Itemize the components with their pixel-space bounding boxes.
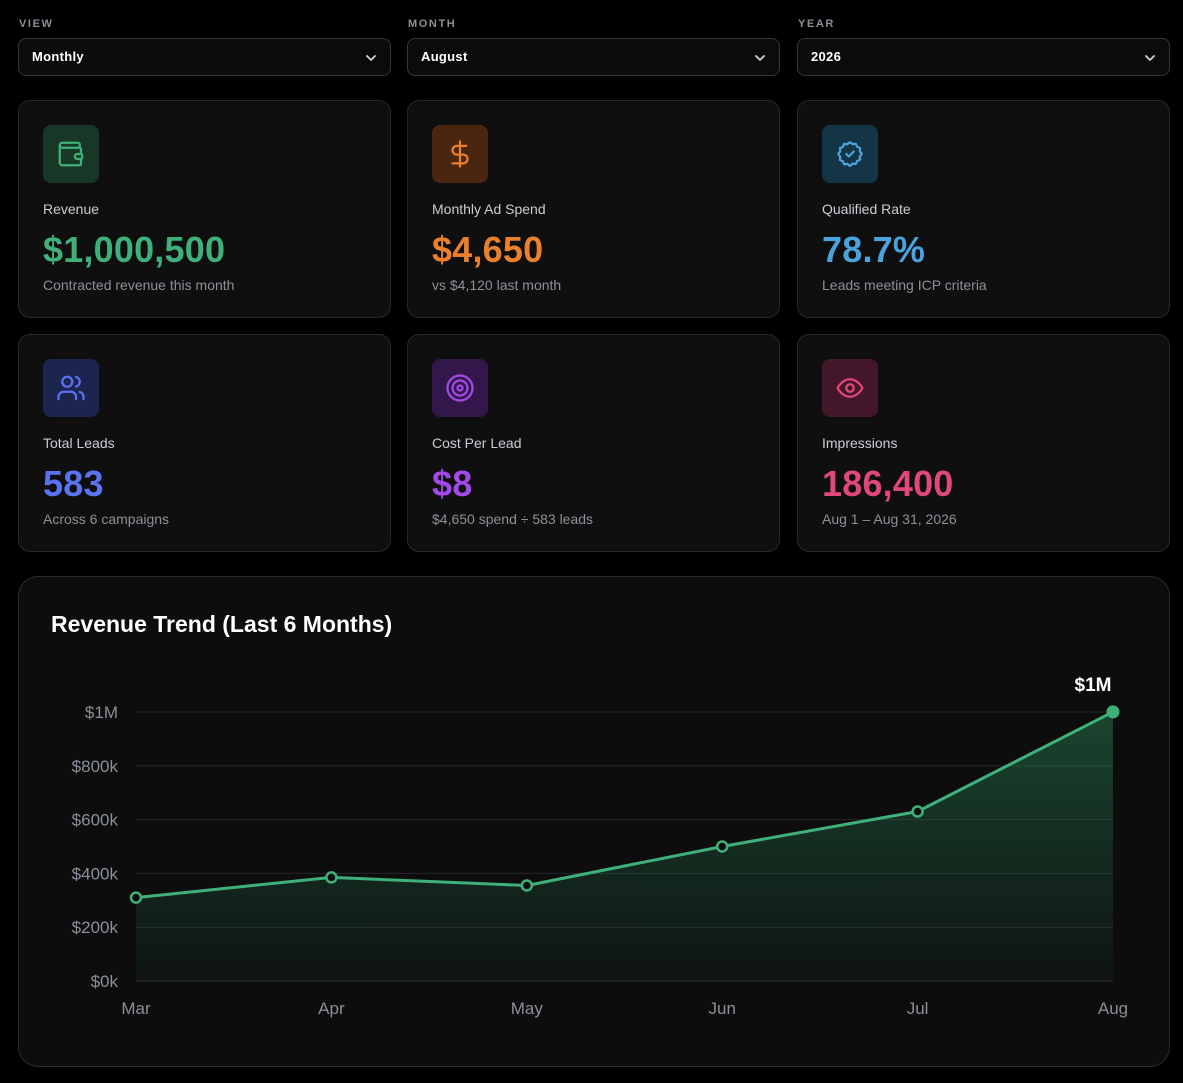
impressions-subtext: Aug 1 – Aug 31, 2026 <box>822 511 957 527</box>
data-point <box>129 891 143 904</box>
x-tick-label: Jun <box>708 999 735 1018</box>
view-select[interactable]: Monthly <box>18 38 391 76</box>
qualified-rate-value: 78.7% <box>822 229 926 270</box>
revenue-icon-box <box>43 125 99 183</box>
data-point <box>715 840 729 853</box>
qualified-rate-subtext: Leads meeting ICP criteria <box>822 277 987 293</box>
filter-bar: VIEW Monthly MONTH August YEAR 2026 <box>18 16 1170 76</box>
peak-value-label: $1M <box>1075 675 1112 696</box>
total-leads-value: 583 <box>43 463 104 504</box>
data-point <box>325 871 338 884</box>
revenue-trend-panel: Revenue Trend (Last 6 Months) $0k $200k $4… <box>18 576 1170 1067</box>
x-tick-label: Mar <box>121 999 151 1018</box>
qualified-rate-card: Qualified Rate 78.7% Leads meeting ICP c… <box>797 100 1170 318</box>
x-tick-label: May <box>511 999 544 1018</box>
ad-spend-title: Monthly Ad Spend <box>432 201 546 217</box>
total-leads-title: Total Leads <box>43 435 115 451</box>
total-leads-subtext: Across 6 campaigns <box>43 511 170 527</box>
year-select[interactable]: 2026 <box>797 38 1170 76</box>
data-point <box>1106 705 1120 719</box>
month-filter: MONTH August <box>407 16 780 76</box>
dollar-icon <box>451 140 469 168</box>
view-select-value: Monthly <box>32 49 84 64</box>
view-filter: VIEW Monthly <box>18 16 391 76</box>
data-point <box>911 805 924 818</box>
total-leads-icon-box <box>43 359 99 417</box>
cost-per-lead-value: $8 <box>432 463 473 504</box>
target-icon <box>446 374 474 402</box>
badge-check-icon <box>837 141 863 167</box>
revenue-trend-chart: $0k $200k $400k $600k $800k $1M Mar Apr May Jun Ju… <box>72 675 1128 1018</box>
y-tick-label: $800k <box>72 757 119 776</box>
chevron-down-icon <box>755 55 765 61</box>
impressions-title: Impressions <box>822 435 898 451</box>
view-filter-label: VIEW <box>19 18 54 30</box>
chevron-down-icon <box>366 55 376 61</box>
revenue-title: Revenue <box>43 201 100 217</box>
ad-spend-icon-box <box>432 125 488 183</box>
series-area <box>136 711 1113 981</box>
data-point <box>520 879 534 892</box>
series-line <box>134 710 1115 900</box>
month-select[interactable]: August <box>407 38 780 76</box>
total-leads-card: Total Leads 583 Across 6 campaigns <box>18 334 391 552</box>
year-filter: YEAR 2026 <box>797 16 1170 76</box>
chart-title: Revenue Trend (Last 6 Months) <box>51 611 393 637</box>
month-filter-label: MONTH <box>408 18 457 30</box>
qualified-rate-icon-box <box>822 125 878 183</box>
x-tick-label: Apr <box>318 999 345 1018</box>
cost-per-lead-icon-box <box>432 359 488 417</box>
revenue-value: $1,000,500 <box>43 229 226 270</box>
ad-spend-subtext: vs $4,120 last month <box>432 277 562 293</box>
y-tick-label: $600k <box>72 811 119 830</box>
revenue-card: Revenue $1,000,500 Contracted revenue th… <box>18 100 391 318</box>
year-select-value: 2026 <box>811 49 842 64</box>
cost-per-lead-card: Cost Per Lead $8 $4,650 spend ÷ 583 lead… <box>407 334 780 552</box>
impressions-card: Impressions 186,400 Aug 1 – Aug 31, 2026 <box>797 334 1170 552</box>
ad-spend-value: $4,650 <box>432 229 544 270</box>
eye-icon <box>836 378 864 398</box>
impressions-icon-box <box>822 359 878 417</box>
ad-spend-card: Monthly Ad Spend $4,650 vs $4,120 last m… <box>407 100 780 318</box>
revenue-subtext: Contracted revenue this month <box>43 277 235 293</box>
users-icon <box>57 375 85 401</box>
impressions-value: 186,400 <box>822 463 954 504</box>
y-tick-label: $0k <box>91 972 119 991</box>
wallet-icon <box>58 141 84 167</box>
cost-per-lead-title: Cost Per Lead <box>432 435 522 451</box>
chevron-down-icon <box>1145 55 1155 61</box>
year-filter-label: YEAR <box>798 18 835 30</box>
cost-per-lead-subtext: $4,650 spend ÷ 583 leads <box>432 511 594 527</box>
y-tick-label: $400k <box>72 864 119 883</box>
y-tick-label: $200k <box>72 918 119 937</box>
x-tick-label: Jul <box>907 999 929 1018</box>
month-select-value: August <box>421 49 468 64</box>
qualified-rate-title: Qualified Rate <box>822 201 911 217</box>
y-tick-label: $1M <box>85 703 118 722</box>
x-tick-label: Aug <box>1098 999 1128 1018</box>
